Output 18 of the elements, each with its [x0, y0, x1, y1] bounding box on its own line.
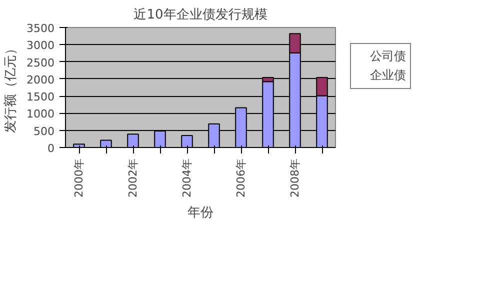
y-tick-label: 1500	[26, 90, 55, 104]
x-axis-title: 年份	[188, 205, 214, 220]
y-tick-label: 1000	[26, 108, 55, 121]
y-tick-label: 2000	[26, 73, 55, 86]
x-tick-label: 2004年	[180, 158, 194, 198]
y-tick-label: 2500	[26, 56, 55, 70]
x-tick-label: 2008年	[288, 158, 302, 198]
chart-title: 近10年企业债发行规模	[134, 8, 268, 22]
x-tick-label: 2000年	[72, 158, 86, 198]
y-tick-label: 500	[34, 124, 55, 138]
y-tick-label: 0	[48, 142, 54, 155]
text: 公司债	[370, 48, 406, 64]
y-axis-title: 发行额（亿元）	[4, 42, 19, 133]
x-tick-label: 2006年	[234, 158, 248, 198]
y-tick-label: 3500	[26, 22, 55, 35]
x-tick-label: 2002年	[126, 158, 140, 198]
text: 企业债	[370, 66, 406, 84]
y-tick-label: 3000	[26, 39, 55, 52]
